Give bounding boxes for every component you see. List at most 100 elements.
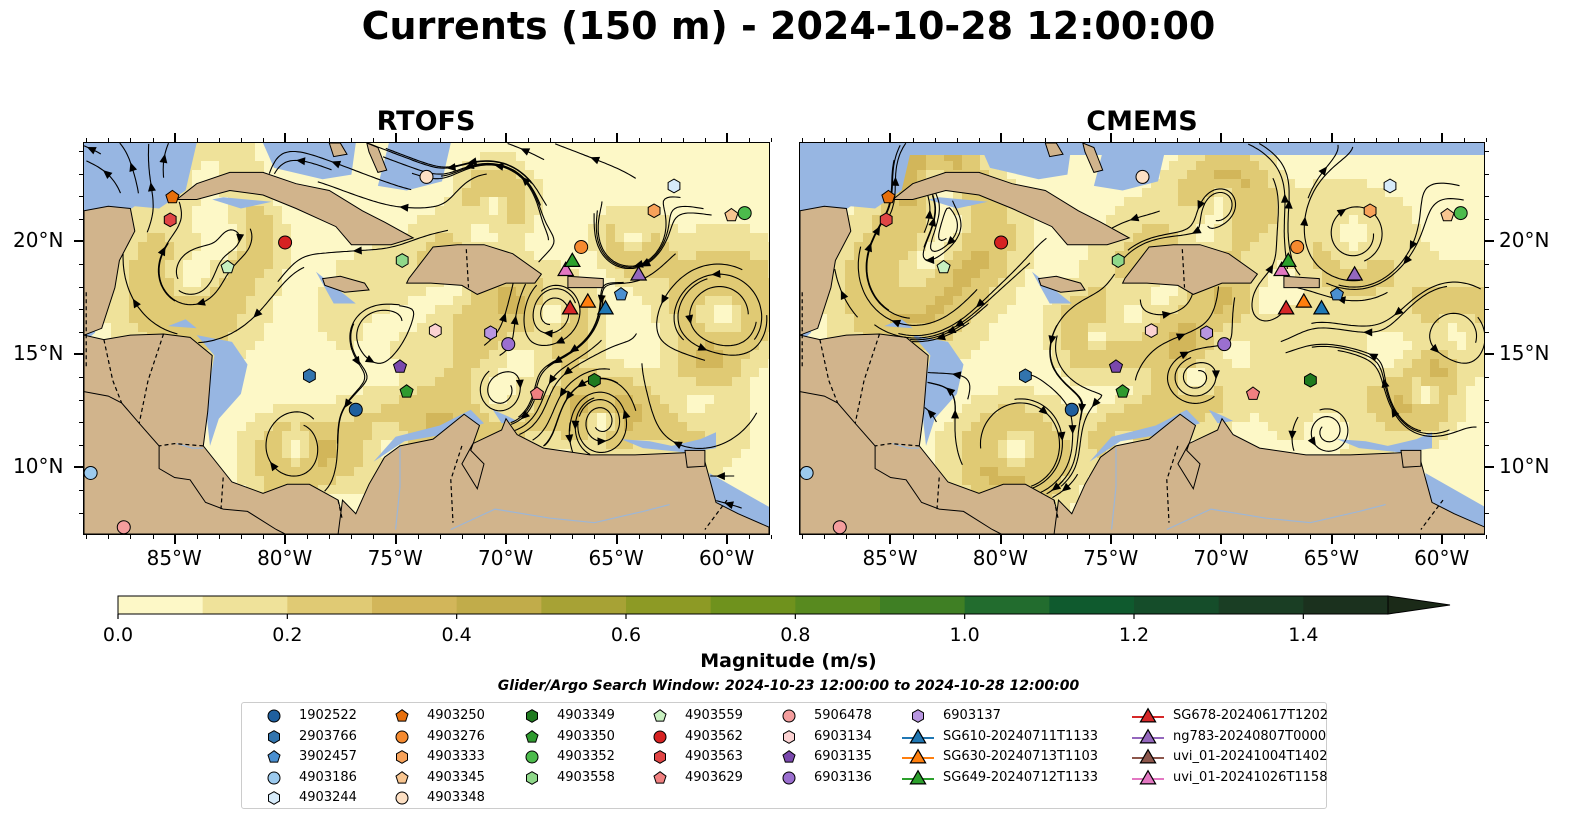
axis-tick — [1330, 535, 1333, 544]
marker-3902457[interactable] — [613, 286, 628, 301]
axis-tick — [152, 138, 154, 142]
axis-tick — [1133, 535, 1135, 539]
marker-SG610-20240711T1133[interactable] — [1312, 299, 1331, 315]
axis-tick — [771, 535, 773, 539]
axis-tick — [1420, 138, 1421, 142]
marker-SG649-20240712T1133[interactable] — [1279, 252, 1297, 268]
marker-4903562[interactable] — [278, 235, 293, 250]
marker-SG678-20240617T1202[interactable] — [1277, 299, 1295, 315]
marker-6903136[interactable] — [501, 337, 516, 352]
axis-tick — [307, 535, 309, 539]
colorbar-bin — [1134, 596, 1220, 614]
axis-tick — [1485, 354, 1489, 356]
marker-6903134[interactable] — [428, 323, 442, 338]
axis-tick — [329, 535, 331, 539]
colorbar-bin — [964, 596, 1050, 614]
marker-4903333[interactable] — [647, 203, 661, 219]
marker-uvi_01-20241026T1158[interactable] — [557, 261, 575, 277]
colorbar-tick-label: 0.4 — [441, 624, 472, 646]
marker-ng783-20240807T0000[interactable] — [629, 265, 648, 281]
marker-4903563[interactable] — [163, 212, 177, 228]
marker-4903244[interactable] — [1383, 178, 1397, 194]
marker-2903766[interactable] — [1019, 368, 1032, 384]
marker-4903333[interactable] — [1363, 203, 1377, 219]
marker-4903629[interactable] — [1245, 386, 1261, 400]
legend-label: 4903350 — [557, 728, 615, 744]
axis-tick — [1485, 512, 1489, 514]
axis-tick — [1442, 535, 1444, 539]
legend-marker-icon — [267, 771, 281, 784]
legend-label: SG678-20240617T1202 — [1173, 708, 1329, 723]
cmems-map-panel[interactable] — [799, 142, 1485, 535]
marker-4903186[interactable] — [84, 465, 98, 480]
marker-uvi_01-20241026T1158[interactable] — [1273, 261, 1291, 277]
legend-label: 5906478 — [814, 708, 872, 723]
rtofs-map-panel[interactable] — [83, 142, 770, 535]
colorbar-bin — [456, 596, 542, 614]
marker-4903350[interactable] — [399, 384, 414, 398]
axis-tick — [395, 138, 397, 142]
marker-6903135[interactable] — [1108, 359, 1124, 373]
legend: 1902522 2903766 3902457 4903186 4903244 49032… — [241, 702, 1329, 809]
marker-6903134[interactable] — [1144, 323, 1158, 338]
marker-3902457[interactable] — [1329, 286, 1344, 301]
legend-marker-icon — [395, 730, 409, 743]
lat-tick-label-left: 10°N — [13, 454, 64, 479]
marker-6903137[interactable] — [484, 325, 497, 341]
legend-marker-icon — [395, 770, 409, 784]
marker-4903349[interactable] — [588, 372, 601, 388]
marker-6903136[interactable] — [1217, 337, 1232, 352]
legend-label: 4903186 — [299, 769, 357, 785]
marker-4903348[interactable] — [1135, 169, 1150, 184]
marker-5906478[interactable] — [116, 520, 131, 534]
marker-4903352[interactable] — [737, 206, 752, 221]
lat-tick-label-right: 20°N — [1499, 228, 1550, 253]
axis-tick — [483, 535, 485, 539]
marker-5906478[interactable] — [832, 520, 847, 534]
marker-4903350[interactable] — [1115, 384, 1130, 398]
axis-tick — [394, 133, 397, 142]
marker-4903250[interactable] — [881, 189, 896, 204]
marker-4903349[interactable] — [1304, 372, 1317, 388]
marker-6903137[interactable] — [1200, 325, 1213, 341]
marker-4903345[interactable] — [724, 207, 739, 222]
marker-SG678-20240617T1202[interactable] — [561, 299, 579, 315]
lon-tick-label: 75°W — [1083, 546, 1139, 570]
marker-1902522[interactable] — [1064, 402, 1079, 417]
marker-ng783-20240807T0000[interactable] — [1345, 265, 1364, 281]
marker-4903629[interactable] — [529, 386, 545, 400]
axis-tick — [173, 133, 176, 142]
marker-4903348[interactable] — [419, 169, 434, 184]
marker-1902522[interactable] — [348, 402, 363, 417]
marker-4903250[interactable] — [165, 189, 180, 204]
marker-SG630-20240713T1103[interactable] — [1295, 292, 1313, 308]
axis-tick — [417, 138, 419, 142]
marker-2903766[interactable] — [303, 368, 316, 384]
legend-label: 4903629 — [685, 769, 743, 785]
axis-tick — [1331, 138, 1333, 142]
marker-4903563[interactable] — [879, 212, 893, 228]
colorbar — [117, 595, 1451, 619]
marker-4903562[interactable] — [994, 235, 1009, 250]
marker-4903352[interactable] — [1453, 206, 1468, 221]
axis-tick — [218, 138, 220, 142]
marker-4903558[interactable] — [1111, 253, 1125, 268]
marker-4903559[interactable] — [220, 259, 235, 274]
marker-6903135[interactable] — [392, 359, 408, 373]
axis-tick — [1177, 138, 1179, 142]
marker-4903345[interactable] — [1440, 207, 1455, 222]
marker-SG649-20240712T1133[interactable] — [563, 252, 581, 268]
marker-4903558[interactable] — [395, 253, 409, 268]
marker-SG610-20240711T1133[interactable] — [596, 299, 615, 315]
lon-tick-label: 60°W — [1414, 546, 1470, 570]
observation-markers — [84, 169, 752, 534]
marker-4903559[interactable] — [936, 259, 951, 274]
marker-SG630-20240713T1103[interactable] — [579, 292, 597, 308]
marker-4903244[interactable] — [667, 178, 681, 194]
marker-4903276[interactable] — [1290, 239, 1305, 254]
marker-4903276[interactable] — [574, 239, 589, 254]
axis-tick — [505, 535, 508, 544]
marker-4903186[interactable] — [800, 465, 814, 480]
axis-tick — [1044, 138, 1046, 142]
axis-tick — [749, 138, 751, 142]
